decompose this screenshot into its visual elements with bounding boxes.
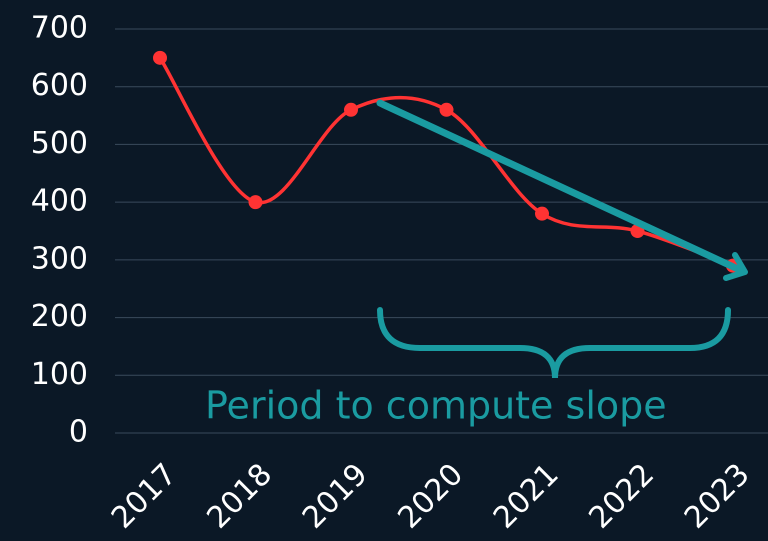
y-tick-label: 100: [31, 357, 88, 392]
brace: [377, 307, 731, 379]
y-tick-label: 200: [31, 299, 88, 334]
point: [344, 102, 358, 117]
y-tick-label: 500: [31, 126, 88, 161]
slope-arrow: [376, 99, 744, 274]
arrow-head: [723, 252, 748, 281]
annotation: Period to compute slope: [205, 384, 667, 428]
y-tick-label: 0: [69, 415, 88, 450]
y-tick-label: 400: [31, 184, 88, 219]
point: [535, 206, 549, 221]
point: [439, 102, 454, 117]
point: [248, 195, 263, 210]
y-tick-label: 600: [31, 68, 88, 103]
y-tick-label: 300: [31, 241, 88, 276]
y-tick-label: 700: [31, 11, 88, 46]
point: [153, 50, 167, 65]
